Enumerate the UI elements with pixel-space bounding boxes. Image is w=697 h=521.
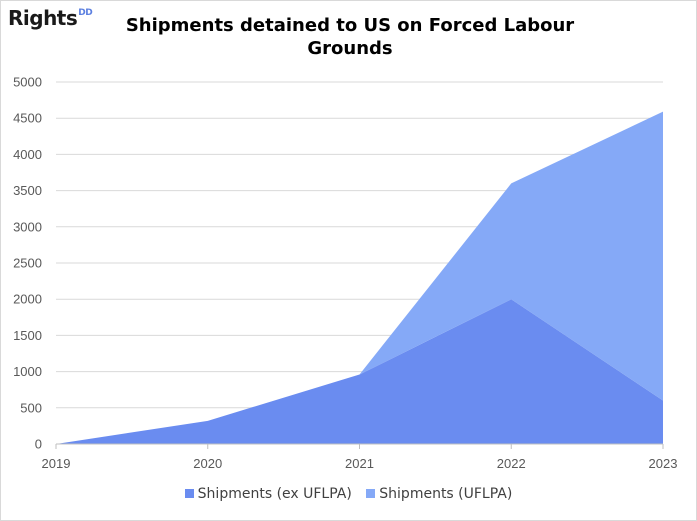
legend-item-uflpa: Shipments (UFLPA) — [366, 486, 512, 502]
y-tick-0: 0 — [35, 437, 42, 452]
logo-text: Rights — [8, 6, 78, 30]
y-tick-4000: 4000 — [13, 147, 42, 162]
rightsdd-logo: RightsDD — [8, 6, 93, 30]
x-tick-2023: 2023 — [649, 456, 678, 471]
y-tick-3000: 3000 — [13, 219, 42, 234]
legend-item-ex-uflpa: Shipments (ex UFLPA) — [184, 486, 352, 502]
x-tick-labels: 2019 2020 2021 2022 2023 — [42, 456, 678, 471]
chart-title: Shipments detained to US on Forced Labou… — [125, 15, 575, 59]
area-series-1 — [56, 111, 663, 445]
x-tick-2019: 2019 — [42, 456, 71, 471]
y-tick-1000: 1000 — [13, 364, 42, 379]
legend-label-uflpa: Shipments (UFLPA) — [379, 486, 513, 502]
y-tick-3500: 3500 — [13, 183, 42, 198]
x-tick-2022: 2022 — [497, 456, 526, 471]
y-tick-2000: 2000 — [13, 292, 42, 307]
y-tick-5000: 5000 — [13, 75, 42, 90]
y-tick-labels: 0 500 1000 1500 2000 2500 3000 3500 4000 4500 5000 — [13, 75, 42, 452]
area-series — [56, 111, 663, 445]
x-tick-2021: 2021 — [345, 456, 374, 471]
legend-swatch-ex-uflpa — [184, 489, 194, 498]
y-tick-2500: 2500 — [13, 256, 42, 271]
chart-legend: Shipments (ex UFLPA) Shipments (UFLPA) — [0, 486, 697, 502]
y-tick-500: 500 — [20, 400, 42, 415]
y-tick-4500: 4500 — [13, 111, 42, 126]
area-series-0 — [56, 299, 663, 444]
x-axis — [55, 443, 664, 449]
logo-sup: DD — [78, 8, 93, 18]
legend-swatch-uflpa — [366, 489, 376, 498]
y-tick-1500: 1500 — [13, 328, 42, 343]
x-tick-2020: 2020 — [193, 456, 222, 471]
legend-label-ex-uflpa: Shipments (ex UFLPA) — [197, 486, 352, 502]
